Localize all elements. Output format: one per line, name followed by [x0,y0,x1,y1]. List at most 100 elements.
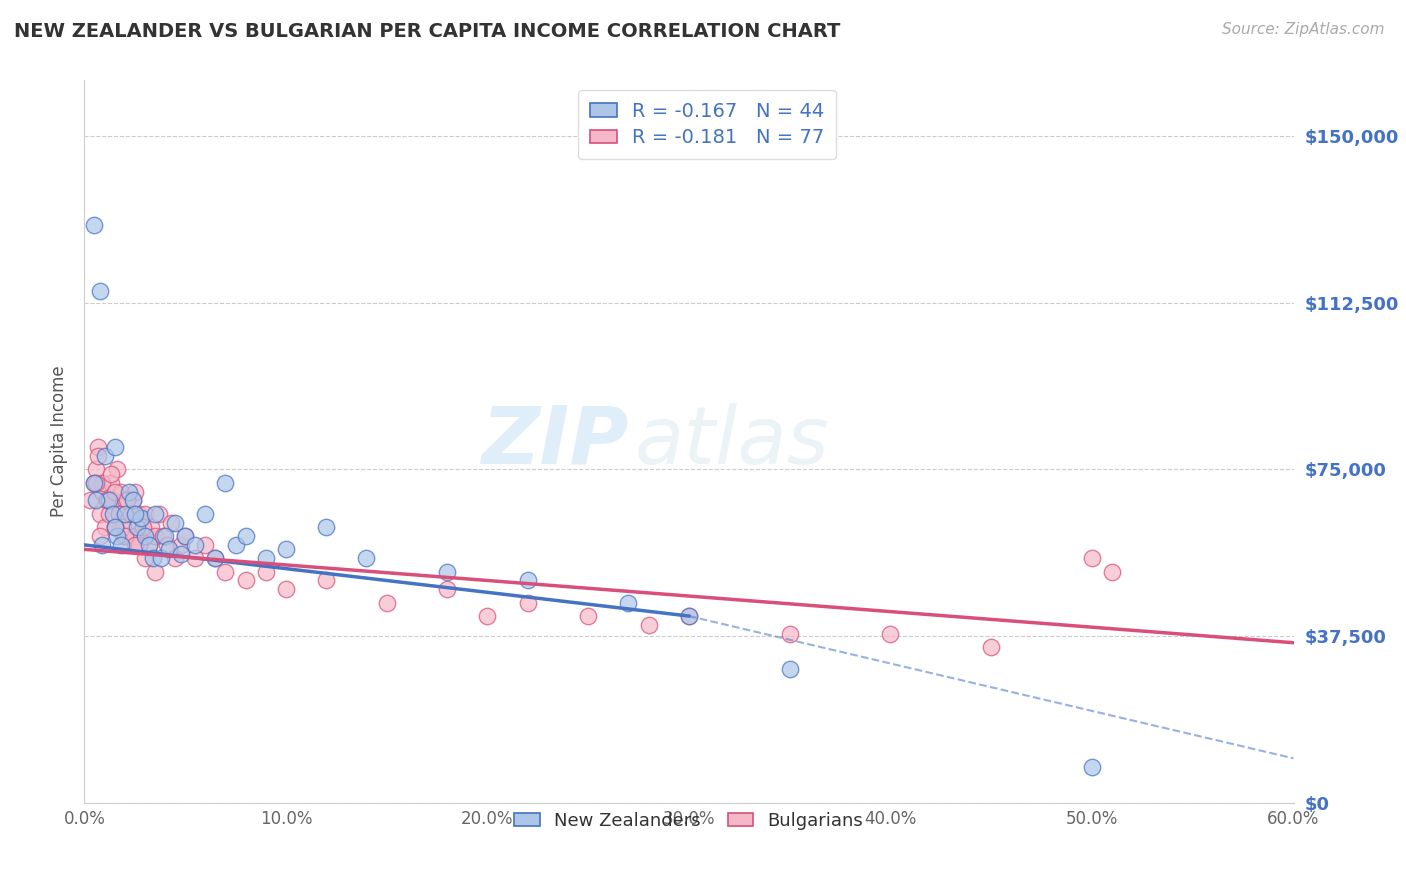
Point [225,538,247,552]
Point [104,440,127,454]
Point [356,551,378,566]
Point [143,529,166,543]
Point [104,520,127,534]
Point [114,493,136,508]
Point [254,565,277,579]
Point [120,516,142,530]
Point [114,529,136,543]
Point [170,538,193,552]
Point [153,529,176,543]
Point [124,484,146,499]
Point [83,475,105,490]
Point [143,565,166,579]
Text: Source: ZipAtlas.com: Source: ZipAtlas.com [1222,22,1385,37]
Point [274,582,297,597]
Point [111,520,134,534]
Point [204,551,226,566]
Point [86,475,108,490]
Point [96,493,118,508]
Point [118,484,141,499]
Point [135,529,157,543]
Point [110,538,132,552]
Point [576,609,599,624]
Point [174,529,197,543]
Text: atlas: atlas [634,402,830,481]
Point [101,493,124,508]
Point [91,538,114,552]
Point [678,609,700,624]
Point [165,551,187,566]
Point [142,551,165,566]
Point [174,529,197,543]
Point [89,529,111,543]
Point [107,507,129,521]
Point [104,484,127,499]
Point [516,574,538,588]
Point [105,529,128,543]
Point [637,618,659,632]
Point [1081,760,1104,774]
Point [148,507,170,521]
Point [160,516,183,530]
Point [125,538,148,552]
Point [132,520,155,534]
Point [139,520,162,534]
Point [124,529,146,543]
Point [89,507,111,521]
Point [91,475,114,490]
Point [214,475,236,490]
Point [1101,565,1123,579]
Point [115,507,138,521]
Legend: New Zealanders, Bulgarians: New Zealanders, Bulgarians [508,805,870,837]
Point [105,462,128,476]
Point [194,507,217,521]
Point [134,507,156,521]
Point [121,493,143,508]
Point [194,538,217,552]
Point [111,529,134,543]
Point [93,520,115,534]
Point [678,609,700,624]
Point [100,467,122,481]
Point [315,520,337,534]
Point [132,520,155,534]
Point [124,507,146,521]
Point [879,627,901,641]
Point [204,551,226,566]
Point [617,596,640,610]
Text: NEW ZEALANDER VS BULGARIAN PER CAPITA INCOME CORRELATION CHART: NEW ZEALANDER VS BULGARIAN PER CAPITA IN… [14,22,841,41]
Point [115,493,138,508]
Point [124,538,146,552]
Point [91,484,114,499]
Point [97,507,120,521]
Point [89,285,111,299]
Point [97,493,120,508]
Point [165,516,187,530]
Point [125,520,148,534]
Point [436,582,458,597]
Point [93,449,115,463]
Point [96,493,118,508]
Point [779,662,801,676]
Point [235,574,257,588]
Point [107,507,129,521]
Point [184,538,207,552]
Point [149,551,172,566]
Point [87,449,110,463]
Point [436,565,458,579]
Point [118,529,141,543]
Point [980,640,1002,655]
Point [138,538,160,552]
Y-axis label: Per Capita Income: Per Capita Income [51,366,69,517]
Point [134,551,156,566]
Point [114,507,136,521]
Point [1081,551,1104,566]
Point [128,538,150,552]
Point [184,551,207,566]
Point [129,511,152,525]
Point [143,507,166,521]
Point [214,565,236,579]
Point [477,609,499,624]
Point [157,542,180,557]
Point [86,462,108,476]
